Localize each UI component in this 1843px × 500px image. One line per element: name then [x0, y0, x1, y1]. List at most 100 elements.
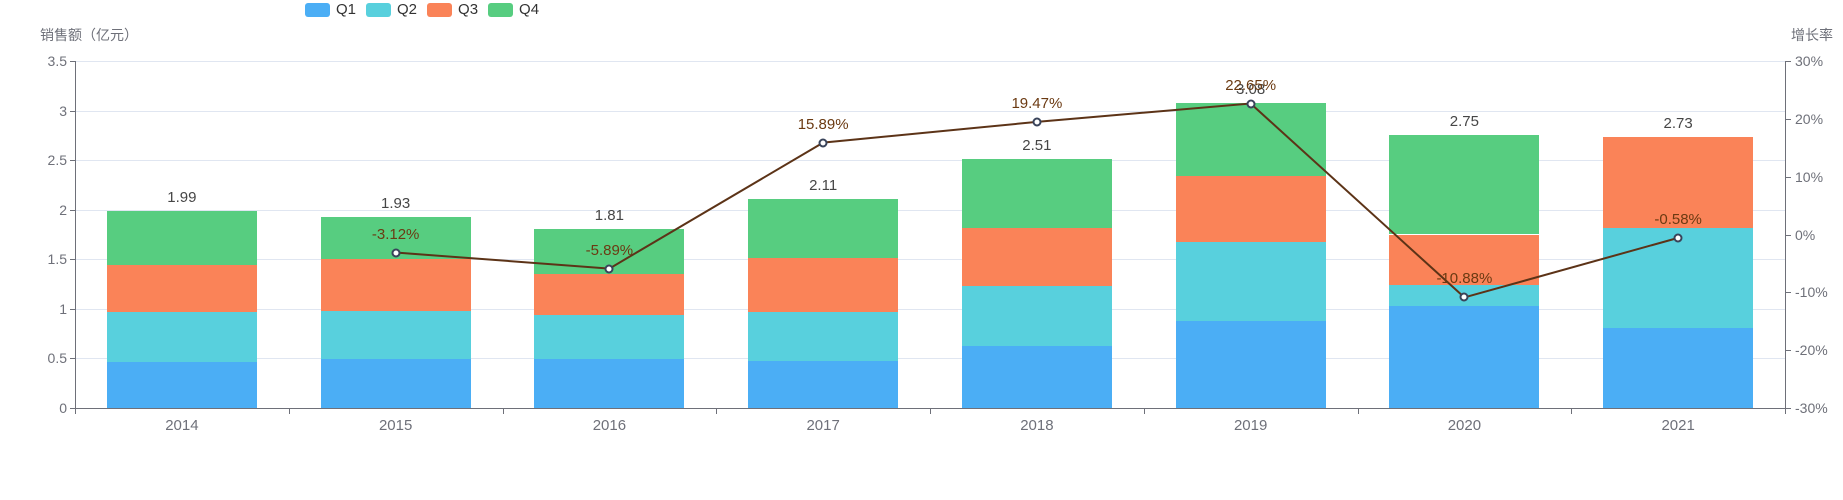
bar-segment-q4-2019[interactable]	[1176, 102, 1326, 176]
bar-total-label-2019: 3.08	[1236, 80, 1266, 98]
growth-label-2017: 15.89%	[797, 115, 849, 133]
growth-point-2020[interactable]	[1459, 292, 1469, 302]
gridline	[75, 61, 1785, 62]
growth-point-2019[interactable]	[1246, 99, 1256, 108]
growth-point-2018[interactable]	[1032, 117, 1042, 127]
bar-total-label-2018: 2.51	[1022, 137, 1052, 155]
bar-segment-q1-2021[interactable]	[1603, 327, 1753, 408]
gridline	[75, 110, 1785, 112]
growth-label-2018: 19.47%	[1011, 94, 1063, 112]
bar-segment-q2-2018[interactable]	[962, 286, 1112, 346]
legend-item-q3[interactable]: Q3	[427, 1, 479, 18]
bar-segment-q1-2017[interactable]	[748, 361, 898, 408]
bar-segment-q1-2014[interactable]	[107, 362, 257, 408]
y2-axis-tick-label: 30%	[1795, 53, 1824, 69]
legend-swatch-q2	[366, 3, 392, 17]
bar-segment-q3-2016[interactable]	[534, 274, 684, 315]
y-axis-tick	[70, 259, 75, 261]
y2-axis-tick-label: 10%	[1795, 168, 1824, 185]
x-axis-line	[75, 408, 1786, 409]
y-axis-tick	[70, 408, 75, 409]
bar-segment-q3-2017[interactable]	[748, 258, 898, 312]
y2-axis-tick-label: -10%	[1795, 284, 1828, 301]
y-axis-tick-label: 2.5	[47, 152, 67, 169]
y-axis-title: 销售额（亿元）	[40, 27, 138, 43]
bar-segment-q3-2019[interactable]	[1176, 176, 1326, 243]
x-axis-tick	[1785, 409, 1786, 414]
y2-axis-tick	[1786, 350, 1791, 352]
bar-segment-q4-2014[interactable]	[107, 210, 257, 266]
y2-axis-title: 增长率	[1791, 27, 1833, 43]
bar-segment-q4-2017[interactable]	[748, 198, 898, 259]
y2-axis-tick	[1786, 408, 1791, 409]
bar-segment-q3-2018[interactable]	[962, 227, 1112, 287]
y-axis-tick	[70, 160, 75, 162]
y-axis-tick-label: 1.5	[47, 251, 67, 268]
x-axis-label-2019: 2019	[1233, 417, 1268, 434]
growth-point-2021[interactable]	[1673, 233, 1683, 243]
bar-segment-q1-2015[interactable]	[321, 359, 471, 408]
bar-segment-q2-2017[interactable]	[748, 311, 898, 362]
x-axis-label-2018: 2018	[1020, 417, 1054, 434]
bar-segment-q2-2016[interactable]	[534, 314, 684, 360]
y-axis-tick-label: 2	[59, 201, 67, 218]
bar-segment-q4-2018[interactable]	[962, 159, 1112, 228]
legend-label: Q1	[336, 1, 357, 18]
y-axis-tick-label: 0.5	[47, 350, 67, 367]
y2-axis-tick-label: -20%	[1795, 342, 1828, 359]
bar-total-label-2021: 2.73	[1663, 115, 1693, 133]
bar-total-label-2020: 2.75	[1449, 113, 1479, 131]
growth-point-2017[interactable]	[818, 138, 828, 148]
growth-point-2015[interactable]	[391, 248, 401, 258]
legend-label: Q2	[397, 1, 418, 18]
bar-total-label-2016: 1.81	[594, 206, 624, 224]
y-axis-tick	[70, 209, 75, 211]
bar-total-label-2014: 1.99	[167, 188, 197, 206]
legend-swatch-q3	[427, 3, 453, 17]
x-axis-label-2021: 2021	[1661, 417, 1695, 434]
y-axis-tick-label: 3	[59, 102, 67, 119]
y2-axis-tick	[1786, 61, 1791, 62]
x-axis-tick	[502, 409, 504, 414]
growth-label-2015: -3.12%	[371, 225, 420, 243]
x-axis-tick	[1571, 409, 1573, 414]
legend-item-q4[interactable]: Q4	[488, 1, 540, 18]
bar-segment-q1-2019[interactable]	[1176, 320, 1326, 408]
bar-total-label-2015: 1.93	[381, 194, 411, 212]
x-axis-tick	[288, 409, 290, 414]
bar-segment-q1-2018[interactable]	[962, 345, 1112, 408]
bar-total-label-2017: 2.11	[809, 176, 838, 194]
y2-axis-tick	[1786, 234, 1791, 236]
legend-label: Q3	[458, 1, 479, 18]
chart-legend: Q1 Q2 Q3 Q4	[305, 1, 540, 18]
legend-item-q2[interactable]: Q2	[366, 1, 418, 18]
growth-label-2016: -5.89%	[585, 241, 634, 259]
bar-segment-q1-2020[interactable]	[1389, 305, 1539, 408]
gridline	[75, 358, 1785, 360]
growth-label-2020: -10.88%	[1436, 270, 1493, 288]
growth-label-2019: 22.65%	[1225, 76, 1277, 94]
x-axis-tick	[75, 409, 76, 414]
bar-segment-q2-2021[interactable]	[1603, 227, 1753, 328]
bar-segment-q4-2020[interactable]	[1389, 135, 1539, 235]
bar-segment-q3-2014[interactable]	[107, 265, 257, 312]
x-axis-tick	[716, 409, 718, 414]
bar-segment-q1-2016[interactable]	[534, 359, 684, 408]
x-axis-label-2014: 2014	[165, 417, 199, 434]
legend-label: Q4	[519, 1, 540, 18]
bar-segment-q2-2014[interactable]	[107, 311, 257, 363]
x-axis-label-2017: 2017	[806, 417, 840, 434]
x-axis-tick	[1357, 409, 1359, 414]
x-axis-label-2020: 2020	[1447, 417, 1482, 434]
bar-segment-q2-2019[interactable]	[1176, 242, 1326, 321]
y2-axis-tick	[1786, 118, 1791, 120]
x-axis-tick	[1143, 409, 1145, 414]
bar-segment-q2-2015[interactable]	[321, 310, 471, 360]
legend-item-q1[interactable]: Q1	[305, 1, 357, 18]
y-axis-tick-label: 0	[59, 400, 67, 416]
growth-point-2016[interactable]	[604, 264, 614, 274]
bar-segment-q3-2015[interactable]	[321, 259, 471, 311]
x-axis-label-2016: 2016	[592, 417, 627, 434]
